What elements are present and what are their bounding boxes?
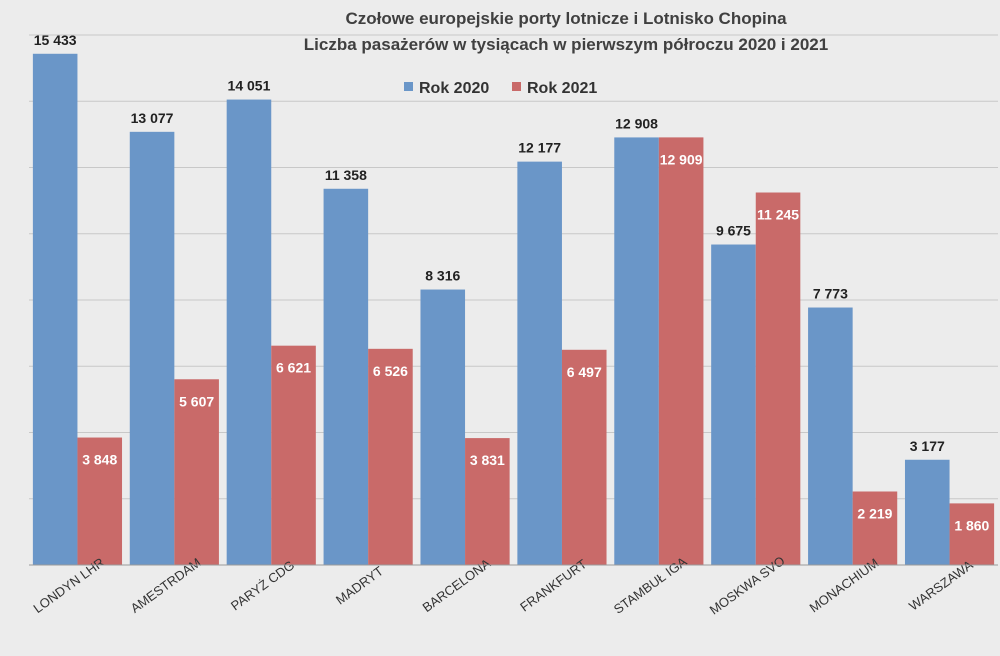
bar-2021 — [368, 348, 413, 565]
bar-2020 — [226, 99, 272, 566]
data-label-2021: 1 860 — [954, 517, 989, 533]
data-label-2021: 2 219 — [857, 505, 892, 521]
data-label-2020: 12 908 — [615, 115, 658, 131]
legend: Rok 2020 Rok 2021 — [404, 80, 597, 97]
bar-2021 — [271, 345, 316, 565]
bar-2021 — [658, 137, 704, 565]
chart-title: Czołowe europejskie porty lotnicze i Lot… — [345, 9, 787, 28]
legend-swatch-2021 — [512, 82, 521, 91]
data-label-2021: 3 831 — [470, 452, 505, 468]
data-label-2020: 9 675 — [716, 223, 751, 239]
data-label-2020: 7 773 — [813, 286, 848, 302]
legend-label-2020: Rok 2020 — [419, 80, 489, 97]
bar-2020 — [323, 188, 369, 566]
data-label-2021: 11 245 — [757, 207, 799, 223]
bar-2021 — [465, 438, 510, 565]
bar-2021 — [174, 379, 219, 565]
bar-2020 — [420, 289, 466, 565]
data-labels: 15 433 3 848 13 077 5 607 14 051 6 621 11 358 6… — [34, 32, 990, 534]
bar-2020 — [711, 244, 756, 565]
data-label-2021: 6 526 — [373, 363, 408, 379]
bar-2021 — [852, 491, 898, 565]
bar-2021 — [561, 349, 607, 565]
chart-subtitle: Liczba pasażerów w tysiącach w pierwszym… — [304, 35, 828, 54]
bar-2021 — [949, 503, 995, 565]
data-label-2021: 12 909 — [660, 151, 703, 167]
bar-2020 — [129, 131, 175, 565]
data-label-2020: 13 077 — [131, 110, 174, 126]
data-label-2020: 3 177 — [910, 438, 945, 454]
data-label-2021: 5 607 — [179, 393, 214, 409]
data-label-2021: 6 497 — [567, 364, 602, 380]
bar-2020 — [808, 307, 853, 565]
data-label-2020: 15 433 — [34, 32, 77, 48]
bar-2020 — [517, 161, 562, 565]
data-label-2020: 12 177 — [518, 140, 561, 156]
data-label-2020: 11 358 — [325, 167, 367, 183]
data-label-2020: 8 316 — [425, 268, 460, 284]
data-label-2021: 6 621 — [276, 360, 311, 376]
bar-2021 — [755, 192, 801, 565]
data-label-2020: 14 051 — [228, 78, 271, 94]
data-label-2021: 3 848 — [82, 452, 117, 468]
bar-2020 — [32, 53, 78, 566]
legend-swatch-2020 — [404, 82, 413, 91]
bar-2020 — [614, 137, 659, 566]
bars — [32, 53, 995, 566]
bar-2021 — [77, 437, 123, 565]
bar-2020 — [904, 459, 950, 565]
legend-label-2021: Rok 2021 — [527, 80, 597, 97]
